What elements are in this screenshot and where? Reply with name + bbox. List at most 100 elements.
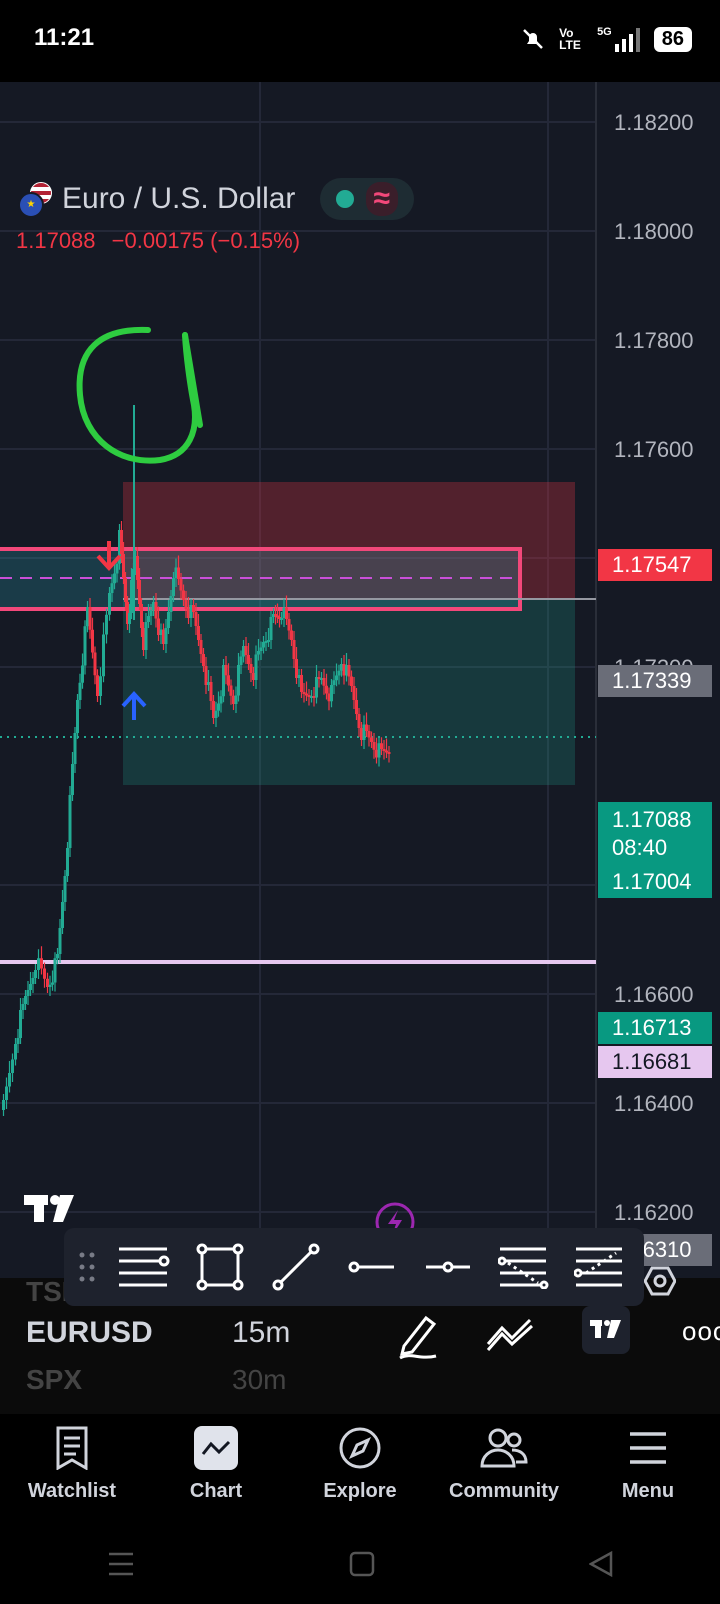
fib-retracement-tool[interactable] xyxy=(494,1237,554,1297)
candle-body xyxy=(63,876,67,902)
stop-zone xyxy=(123,482,575,599)
candle-body xyxy=(227,675,230,686)
horizontal-lines-tool[interactable] xyxy=(114,1237,174,1297)
nav-chart[interactable]: Chart xyxy=(146,1414,286,1524)
candle-body xyxy=(5,1086,8,1100)
wave-icon: ≈ xyxy=(365,182,399,216)
green-level-label: 1.16713 xyxy=(598,1012,712,1044)
chart-canvas[interactable]: ★ Euro / U.S. Dollar ≈ 1.17088 −0.00175 … xyxy=(0,82,720,1278)
candle-body xyxy=(207,682,210,685)
candle-body xyxy=(99,676,102,696)
recent-apps-icon[interactable] xyxy=(107,1551,135,1577)
candle-body xyxy=(159,629,163,635)
fib-retracement-icon xyxy=(498,1247,549,1289)
more-button[interactable]: ooo xyxy=(682,1316,720,1346)
symbol-title[interactable]: Euro / U.S. Dollar xyxy=(62,182,296,215)
horizontal-line-tool[interactable] xyxy=(418,1237,478,1297)
pencil-icon[interactable] xyxy=(396,1312,440,1360)
candle-body xyxy=(259,647,263,651)
candle-body xyxy=(377,743,381,758)
candle-body xyxy=(370,737,373,742)
price-axis-tick: 1.16200 xyxy=(614,1200,694,1225)
indicators-icon[interactable] xyxy=(484,1316,536,1352)
candle-body xyxy=(189,605,193,618)
price-axis-tick: 1.18200 xyxy=(614,110,694,135)
market-open-dot-icon xyxy=(335,190,354,208)
trend-line-tool[interactable] xyxy=(266,1237,326,1297)
price-axis-tick: 1.16400 xyxy=(614,1091,694,1116)
candle-body xyxy=(332,680,336,685)
candle-body xyxy=(14,1044,17,1060)
candle-body xyxy=(140,604,143,628)
back-icon[interactable] xyxy=(589,1551,613,1577)
home-icon[interactable] xyxy=(349,1551,375,1577)
candle-body xyxy=(174,567,178,578)
candle-body xyxy=(2,1100,5,1110)
candle-body xyxy=(249,664,253,673)
drag-handle-icon[interactable] xyxy=(76,1249,98,1285)
candle-body xyxy=(335,675,338,681)
system-navigation xyxy=(0,1524,720,1604)
current-interval[interactable]: 15m xyxy=(232,1316,291,1349)
candle-body xyxy=(24,996,27,1004)
candle-body xyxy=(66,848,69,876)
candle-body xyxy=(209,682,213,701)
bottom-navigation: Watchlist Chart Explore Community Menu xyxy=(0,1414,720,1524)
candle-body xyxy=(136,556,139,580)
next-interval[interactable]: 30m xyxy=(232,1364,287,1395)
tradingview-icon xyxy=(590,1320,621,1338)
rectangle-tool[interactable] xyxy=(190,1237,250,1297)
nav-menu[interactable]: Menu xyxy=(578,1414,718,1524)
candle-body xyxy=(142,628,145,650)
price-chart[interactable] xyxy=(0,82,720,1278)
nav-community-label: Community xyxy=(449,1480,559,1502)
green-circle-annotation xyxy=(76,326,198,464)
fib-extension-tool[interactable] xyxy=(570,1237,630,1297)
candle-body xyxy=(325,685,328,694)
tradingview-button[interactable] xyxy=(582,1306,630,1354)
candle-body xyxy=(217,703,220,711)
candle-body xyxy=(184,600,188,609)
horizontal-ray-tool[interactable] xyxy=(342,1237,402,1297)
candle-body xyxy=(290,630,293,640)
candle-body xyxy=(350,676,353,686)
candle-body xyxy=(387,752,391,754)
nav-explore[interactable]: Explore xyxy=(290,1414,430,1524)
candle-body xyxy=(340,664,343,671)
candle-body xyxy=(272,614,275,617)
candle-body xyxy=(120,530,123,554)
candle-body xyxy=(315,677,318,698)
candle-body xyxy=(360,728,363,740)
candle-body xyxy=(19,1010,22,1038)
nav-watchlist[interactable]: Watchlist xyxy=(2,1414,142,1524)
menu-icon xyxy=(630,1432,666,1464)
fib-extension-icon xyxy=(574,1247,622,1287)
candle-body xyxy=(91,629,94,653)
candle-body xyxy=(276,615,279,618)
candle-body xyxy=(11,1059,14,1073)
candle-body xyxy=(37,958,40,970)
current-price-value: 1.17088 xyxy=(612,807,692,832)
current-symbol[interactable]: EURUSD xyxy=(26,1316,153,1349)
candle-body xyxy=(302,692,306,694)
candle-body xyxy=(307,695,311,697)
candle-body xyxy=(197,626,200,640)
candle-body xyxy=(239,656,243,665)
current-price-label: 1.17088 08:40 xyxy=(598,802,712,866)
candle-body xyxy=(16,1038,20,1044)
currency-flags-icon[interactable]: ★ xyxy=(18,182,54,218)
nav-community[interactable]: Community xyxy=(434,1414,574,1524)
candle-body xyxy=(29,984,32,990)
price-axis-tick: 1.18000 xyxy=(614,219,694,244)
next-symbol[interactable]: SPX xyxy=(26,1364,83,1395)
candle-body xyxy=(86,607,89,627)
settings-hexagon-icon[interactable] xyxy=(644,1266,676,1296)
candle-body xyxy=(169,596,173,612)
market-status-pill[interactable]: ≈ xyxy=(320,178,414,220)
candle-body xyxy=(76,700,79,733)
candle-body xyxy=(182,590,185,600)
pink-level-label: 1.16681 xyxy=(598,1046,712,1078)
candle-body xyxy=(214,710,218,718)
candle-body xyxy=(300,675,303,692)
candle-body xyxy=(222,665,225,697)
